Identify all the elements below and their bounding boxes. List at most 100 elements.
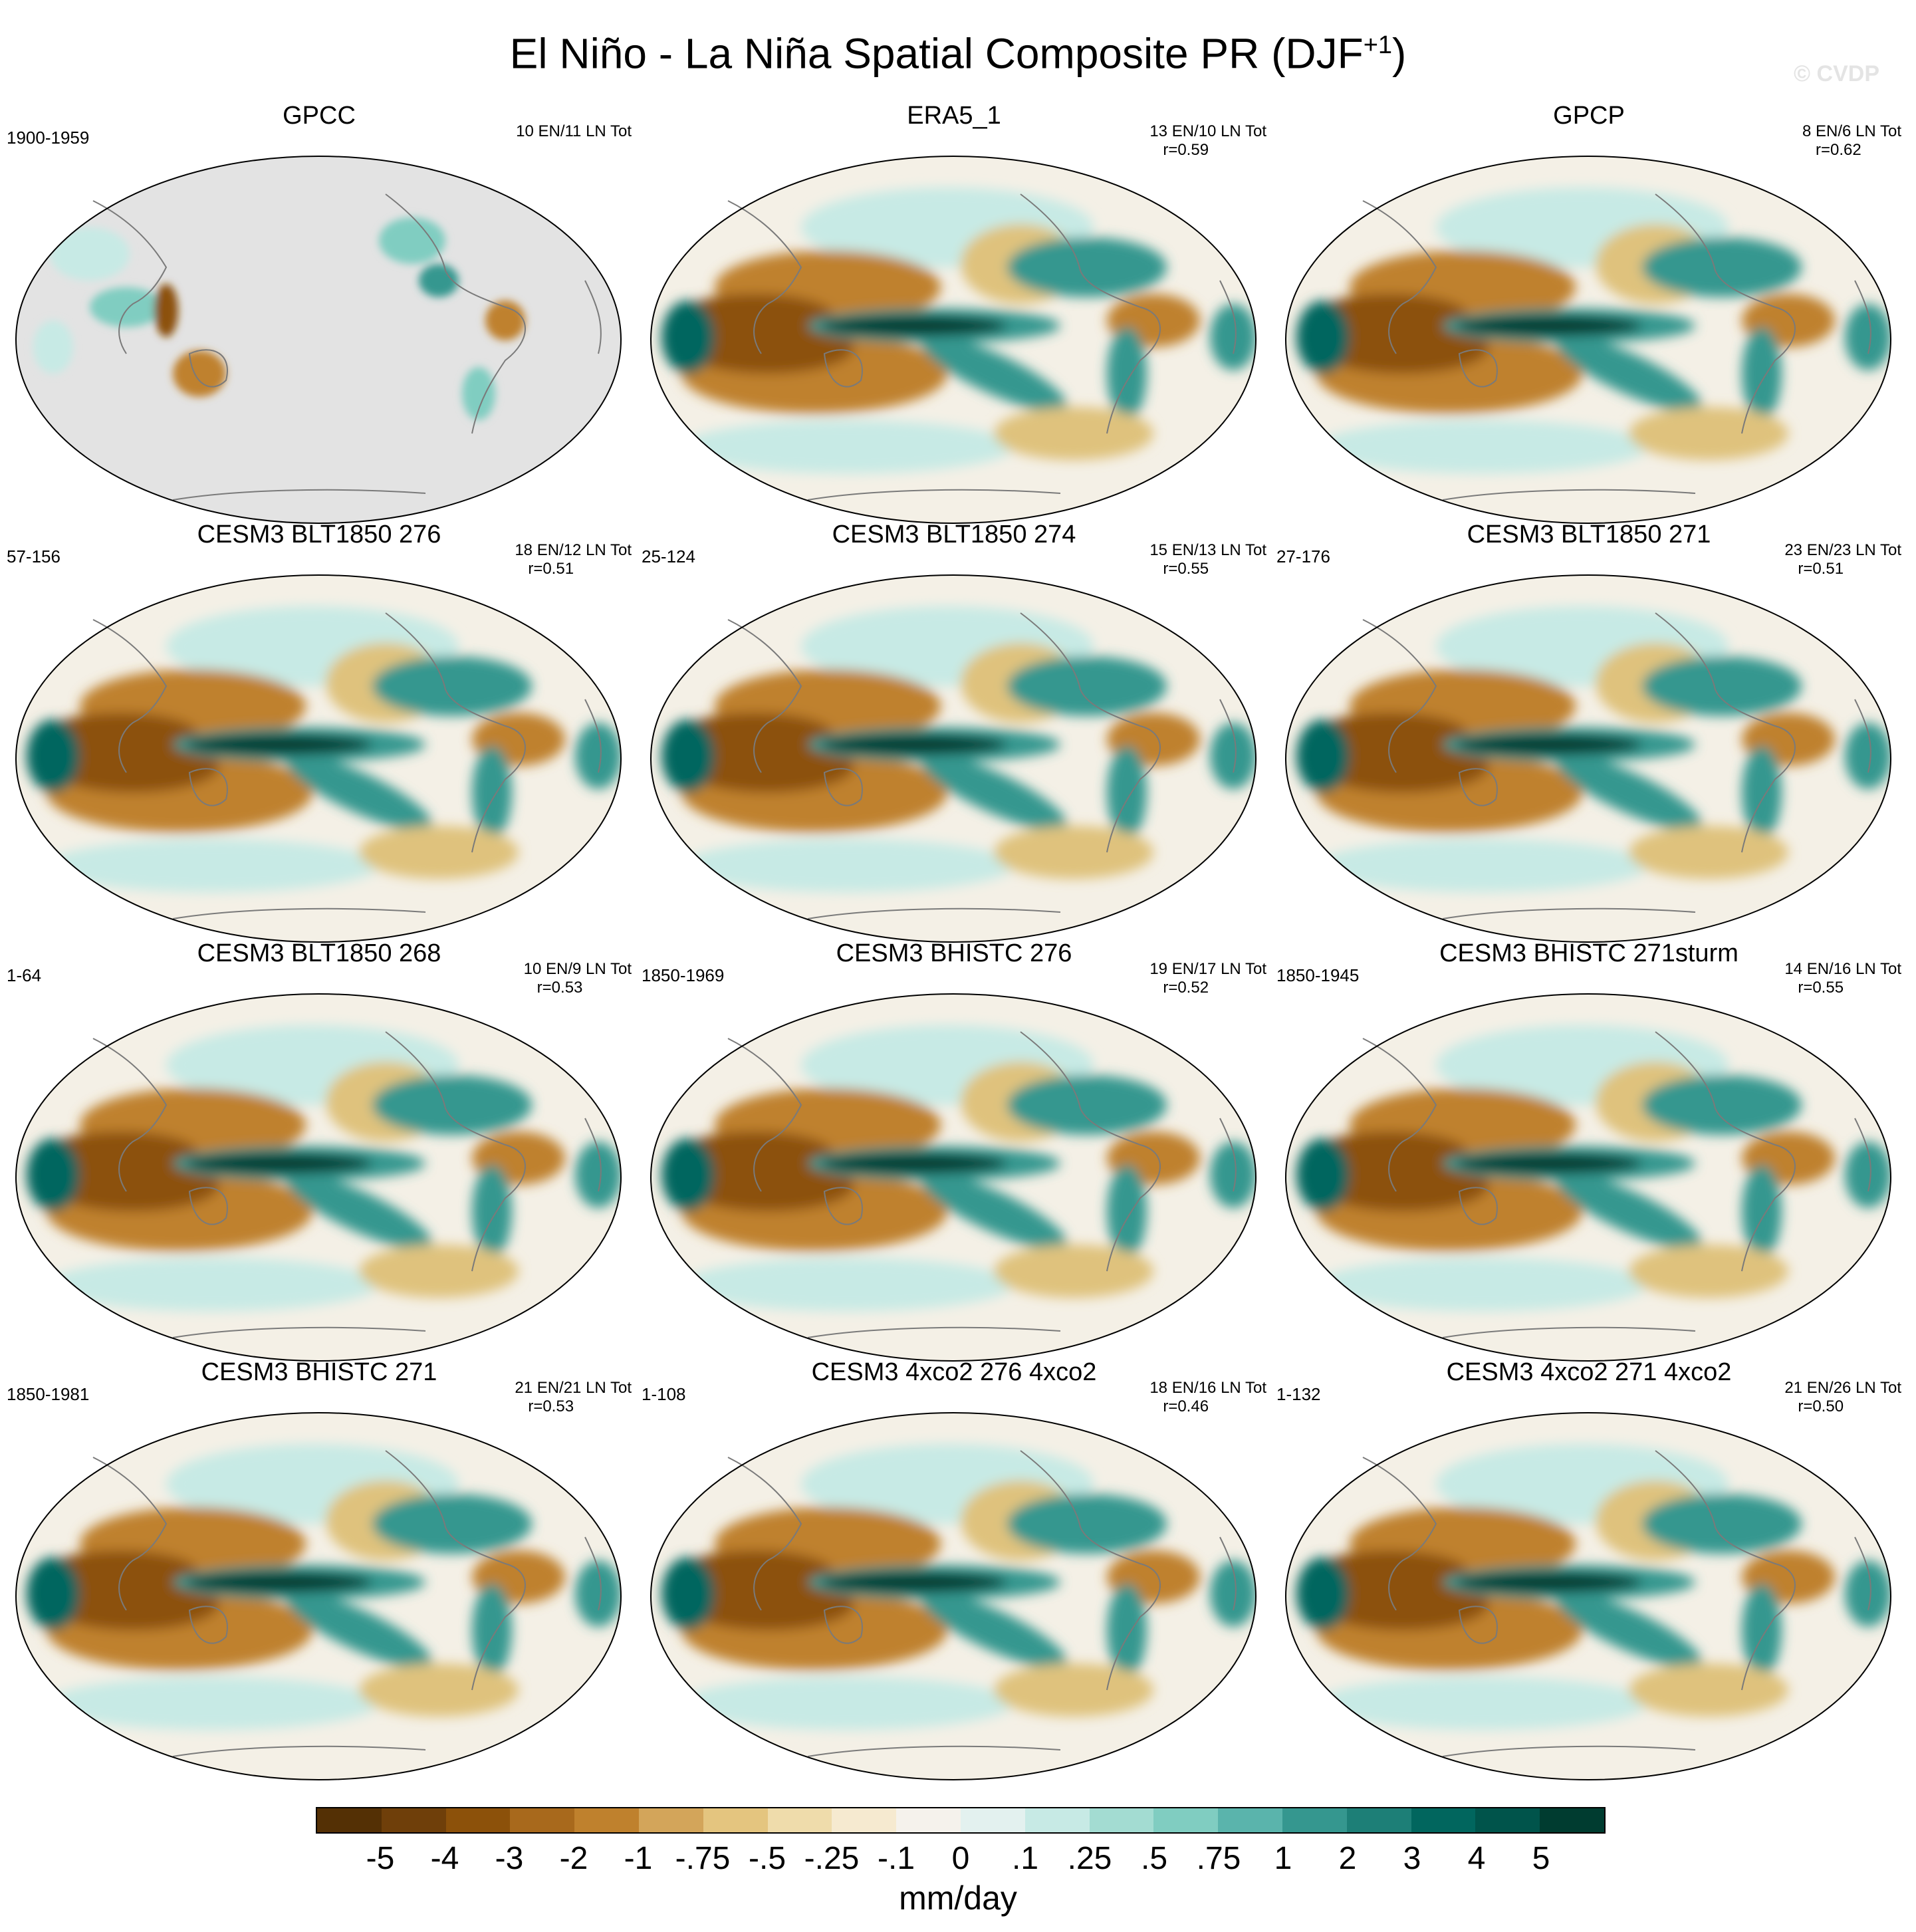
- pattern-correlation: r=0.55: [1798, 979, 1844, 997]
- map-panel: CESM3 BHISTC 271sturm 1850-1945 14 EN/16 L…: [1276, 937, 1901, 1362]
- colorbar-swatch: [1475, 1808, 1540, 1832]
- panel-title: CESM3 4xco2 271 4xco2: [1446, 1358, 1732, 1386]
- panel-event-count: 8 EN/6 LN Tot r=0.62: [1802, 122, 1901, 160]
- map-border: [1285, 993, 1891, 1362]
- colorbar-swatch: [445, 1808, 511, 1832]
- colorbar-tick-label: -.5: [748, 1841, 786, 1876]
- map-panel: CESM3 4xco2 271 4xco2 1-132 21 EN/26 LN To…: [1276, 1356, 1901, 1780]
- colorbar-swatch: [1218, 1808, 1282, 1832]
- pattern-correlation: r=0.51: [528, 560, 574, 578]
- map-panel: ERA5_1 13 EN/10 LN Tot r=0.59: [642, 100, 1266, 524]
- map-panel: CESM3 4xco2 276 4xco2 1-108 18 EN/16 LN To…: [642, 1356, 1266, 1780]
- colorbar-tick-label: .25: [1067, 1841, 1112, 1876]
- event-count-text: 18 EN/16 LN Tot: [1149, 1379, 1266, 1397]
- panel-years: 25-124: [642, 546, 695, 566]
- panel-years: 57-156: [7, 546, 60, 566]
- map-panel: GPCP 8 EN/6 LN Tot r=0.62: [1276, 100, 1901, 524]
- colorbar-swatch: [1346, 1808, 1411, 1832]
- colorbar-tick-label: 5: [1532, 1841, 1550, 1876]
- map-border: [15, 574, 622, 943]
- pattern-correlation: r=0.53: [528, 1397, 574, 1415]
- colorbar-tick-label: .75: [1196, 1841, 1241, 1876]
- panel-years: 1-64: [7, 965, 42, 985]
- colorbar-swatch: [832, 1808, 897, 1832]
- panel-title: GPCP: [1553, 102, 1625, 130]
- event-count-text: 18 EN/12 LN Tot: [515, 541, 632, 559]
- panel-title: GPCC: [283, 102, 356, 130]
- pattern-correlation: r=0.52: [1163, 979, 1209, 997]
- colorbar-swatch: [574, 1808, 639, 1832]
- panel-event-count: 10 EN/9 LN Tot r=0.53: [524, 960, 632, 997]
- event-count-text: 21 EN/21 LN Tot: [515, 1379, 632, 1397]
- panel-event-count: 21 EN/21 LN Tot r=0.53: [515, 1379, 632, 1416]
- panel-title: ERA5_1: [907, 102, 1001, 130]
- colorbar-tick-label: -.75: [675, 1841, 731, 1876]
- cvdp-watermark: © CVDP: [1794, 61, 1879, 86]
- panel-title: CESM3 BLT1850 274: [832, 521, 1076, 548]
- precip-map: [650, 574, 1257, 943]
- pattern-correlation: r=0.50: [1798, 1397, 1844, 1415]
- event-count-text: 8 EN/6 LN Tot: [1802, 122, 1901, 140]
- precip-map: [1285, 574, 1891, 943]
- colorbar-tick-label: -3: [495, 1841, 524, 1876]
- map-border: [15, 993, 622, 1362]
- precip-map: [15, 993, 622, 1362]
- panel-event-count: 18 EN/12 LN Tot r=0.51: [515, 541, 632, 578]
- panel-title: CESM3 BLT1850 271: [1467, 521, 1711, 548]
- colorbar-swatch: [1024, 1808, 1090, 1832]
- panel-years: 27-176: [1276, 546, 1330, 566]
- colorbar-swatch: [960, 1808, 1025, 1832]
- event-count-text: 14 EN/16 LN Tot: [1784, 960, 1901, 978]
- colorbar-tick-label: 4: [1467, 1841, 1486, 1876]
- colorbar-units: mm/day: [899, 1879, 1017, 1917]
- precip-map: [650, 1412, 1257, 1780]
- event-count-text: 13 EN/10 LN Tot: [1149, 122, 1266, 140]
- map-panel: CESM3 BLT1850 274 25-124 15 EN/13 LN Tot r=…: [642, 519, 1266, 943]
- map-border: [15, 1412, 622, 1780]
- precip-map: [15, 1412, 622, 1780]
- panel-event-count: 21 EN/26 LN Tot r=0.50: [1784, 1379, 1901, 1416]
- panel-title: CESM3 BHISTC 271sturm: [1439, 939, 1738, 967]
- map-border: [1285, 156, 1891, 524]
- panel-title: CESM3 4xco2 276 4xco2: [811, 1358, 1097, 1386]
- map-panel: CESM3 BHISTC 271 1850-1981 21 EN/21 LN Tot…: [7, 1356, 632, 1780]
- panel-event-count: 19 EN/17 LN Tot r=0.52: [1149, 960, 1266, 997]
- colorbar-tick-label: 0: [951, 1841, 970, 1876]
- map-panel: GPCC 1900-1959 10 EN/11 LN Tot: [7, 100, 632, 524]
- map-panel: CESM3 BLT1850 271 27-176 23 EN/23 LN Tot r=…: [1276, 519, 1901, 943]
- pattern-correlation: r=0.59: [1163, 141, 1209, 159]
- colorbar-swatch: [703, 1808, 768, 1832]
- event-count-text: 10 EN/9 LN Tot: [523, 960, 632, 978]
- panel-event-count: 18 EN/16 LN Tot r=0.46: [1149, 1379, 1266, 1416]
- figure-title: El Niño - La Niña Spatial Composite PR (…: [509, 29, 1407, 78]
- pattern-correlation: r=0.62: [1816, 141, 1861, 159]
- colorbar-tick-label: 1: [1274, 1841, 1292, 1876]
- precip-map: [1285, 1412, 1891, 1780]
- panel-years: 1-132: [1276, 1384, 1321, 1404]
- event-count-text: 10 EN/11 LN Tot: [516, 122, 632, 140]
- panel-years: 1850-1969: [642, 965, 725, 985]
- colorbar-tick-label: -4: [430, 1841, 459, 1876]
- panel-event-count: 13 EN/10 LN Tot r=0.59: [1149, 122, 1266, 160]
- precip-map: [650, 993, 1257, 1362]
- colorbar-swatch: [317, 1808, 382, 1832]
- panel-years: 1850-1981: [7, 1384, 90, 1404]
- colorbar-tick-label: 2: [1338, 1841, 1357, 1876]
- colorbar-tick-label: 3: [1403, 1841, 1421, 1876]
- colorbar-swatch: [1089, 1808, 1154, 1832]
- panel-years: 1850-1945: [1276, 965, 1360, 985]
- event-count-text: 15 EN/13 LN Tot: [1149, 541, 1266, 559]
- precip-map: [15, 156, 622, 524]
- event-count-text: 21 EN/26 LN Tot: [1784, 1379, 1901, 1397]
- colorbar-swatch: [1282, 1808, 1347, 1832]
- colorbar-tick-label: -2: [559, 1841, 588, 1876]
- map-panel: CESM3 BLT1850 268 1-64 10 EN/9 LN Tot r=0.5…: [7, 937, 632, 1362]
- panel-title: CESM3 BLT1850 276: [197, 521, 441, 548]
- map-border: [1285, 574, 1891, 943]
- colorbar-swatch: [638, 1808, 703, 1832]
- pattern-correlation: r=0.53: [537, 979, 583, 997]
- precip-map: [650, 156, 1257, 524]
- colorbar-swatch: [767, 1808, 832, 1832]
- colorbar-tick-label: .1: [1011, 1841, 1039, 1876]
- panel-title: CESM3 BHISTC 276: [836, 939, 1072, 967]
